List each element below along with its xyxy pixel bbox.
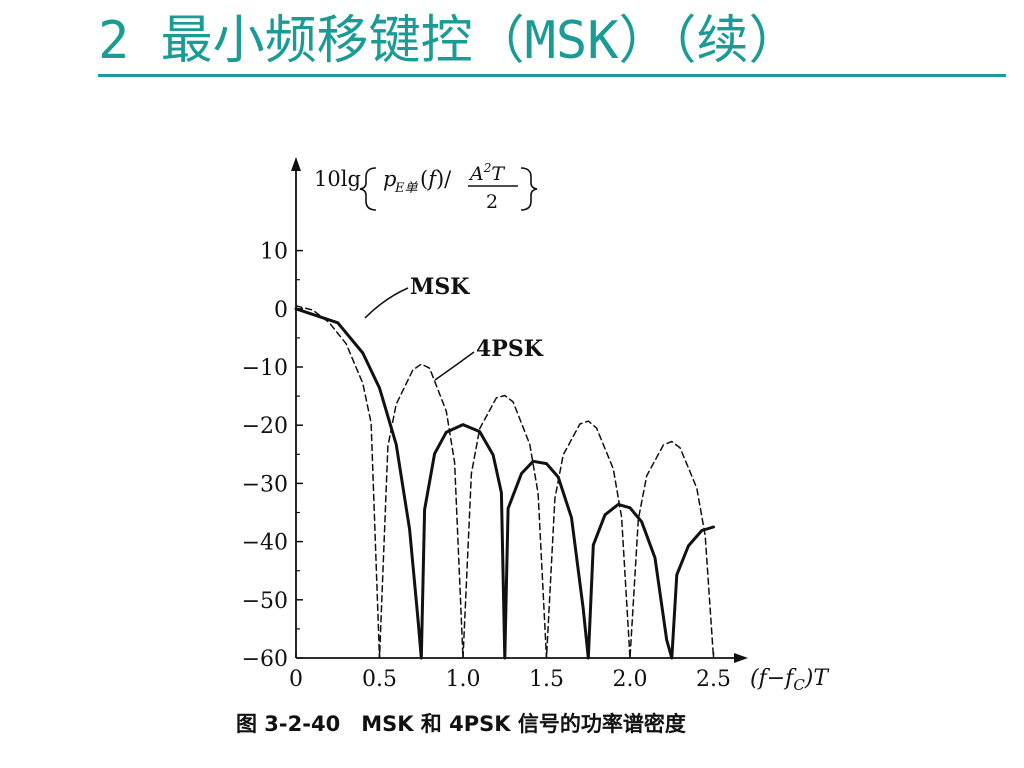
y-axis-label: 10lg p E单 (f)/ A2T 2 [314, 161, 538, 213]
y-tick-label: −30 [242, 472, 288, 497]
x-tick-label: 1.5 [529, 667, 564, 692]
svg-text:p: p [383, 167, 396, 191]
x-tick-label: 1.0 [446, 667, 481, 692]
svg-text:10lg: 10lg [314, 167, 361, 191]
svg-text:A2T: A2T [468, 161, 505, 185]
figure-caption: 图 3-2-40 MSK 和 4PSK 信号的功率谱密度 [236, 712, 686, 736]
chart-axes [291, 157, 748, 663]
svg-text:2: 2 [486, 191, 498, 213]
x-tick-label: 0 [289, 667, 303, 692]
chart-annotations: MSK 4PSK [364, 274, 544, 381]
x-tick-label: 0.5 [362, 667, 397, 692]
y-tick-label: 10 [260, 240, 288, 265]
svg-text:(f)/: (f)/ [420, 167, 452, 191]
slide-title: 2 最小频移键控（MSK）（续） [98, 11, 801, 71]
y-tick-label: 0 [274, 298, 288, 323]
x-tick-label: 2.5 [696, 667, 731, 692]
y-axis-arrow [291, 157, 301, 171]
y-tick-label: −20 [242, 414, 288, 439]
psk-series-label: 4PSK [476, 336, 544, 362]
chart-ticks: 100−10−20−30−40−50−600 0.5 1.0 1.5 2.0 2.5 [242, 240, 731, 692]
msk-leader-line [364, 287, 409, 319]
svg-text:E单: E单 [394, 181, 418, 196]
chart-series [294, 305, 715, 660]
x-axis-arrow [734, 653, 748, 663]
msk-series-label: MSK [410, 274, 470, 300]
x-tick-label: 2.0 [613, 667, 648, 692]
psk-leader-line [434, 351, 475, 381]
x-axis-label: (f−fC)T [750, 666, 830, 694]
y-tick-label: −40 [242, 531, 288, 556]
y-tick-label: −10 [242, 356, 288, 381]
y-tick-label: −50 [242, 589, 288, 614]
title-underline [98, 74, 1006, 77]
4psk-series-line [295, 305, 715, 659]
y-tick-label: −60 [242, 647, 288, 672]
msk-series-line [294, 307, 715, 660]
